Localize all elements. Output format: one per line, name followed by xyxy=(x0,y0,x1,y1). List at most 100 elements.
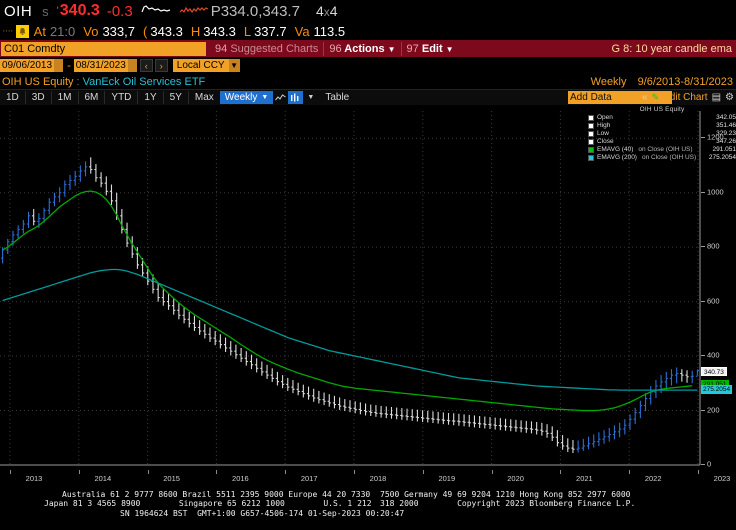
x-axis-label: 2022 xyxy=(644,474,662,483)
legend-series-value: 291.051 xyxy=(712,146,736,153)
legend-series-value: 351.46 xyxy=(716,122,736,129)
sparkline-red-icon xyxy=(179,3,209,20)
screen-title: G 8: 10 year candle ema xyxy=(611,42,732,55)
legend-swatch-icon xyxy=(588,147,594,153)
table-view-button[interactable]: Table xyxy=(325,92,350,103)
volume-value: 333,7 xyxy=(102,23,135,39)
x-axis-label: 2019 xyxy=(438,474,456,483)
open-marker: ( xyxy=(143,23,148,39)
y-axis: 020040060080010001200340.73291.051275.20… xyxy=(700,104,736,470)
footer-line-4: 318 2000 Copyright 2023 Bloomberg Financ… xyxy=(380,499,636,508)
command-bar: C01 Comdty 94 Suggested Charts 96 Action… xyxy=(0,40,736,57)
date-range-bar: 09/06/2013 - 08/31/2023 ‹ › Local CCY ▼ xyxy=(0,57,736,74)
legend-series-value: 275.2054 xyxy=(708,154,736,161)
security-ticker[interactable]: OIH xyxy=(4,2,33,20)
last-price-tag: 340.73 xyxy=(701,366,727,376)
export-icon[interactable]: ▤ xyxy=(711,92,722,103)
legend-series-name: High xyxy=(597,122,611,129)
legend-series-name: Open xyxy=(597,114,613,121)
period-6m[interactable]: 6M xyxy=(77,91,105,104)
line-chart-icon[interactable] xyxy=(273,91,288,104)
legend-swatch-icon xyxy=(588,115,594,121)
period-max[interactable]: Max xyxy=(187,91,220,104)
gear-icon[interactable]: ⚙ xyxy=(725,92,734,103)
at-value: 21:0 xyxy=(49,23,76,39)
x-axis-label: 2021 xyxy=(576,474,593,483)
legend-series-value: 342.05 xyxy=(716,114,736,121)
sparkline-white-icon xyxy=(141,3,171,20)
alert-bell-icon[interactable] xyxy=(14,23,30,39)
period-1y[interactable]: 1Y xyxy=(137,91,162,104)
y-axis-tick xyxy=(701,137,705,139)
chart-legend: OIH US Equity Open 342.05 High 351.46 Low 329… xyxy=(588,106,736,162)
low-value: 337.7 xyxy=(254,23,287,39)
legend-series-source: on Close (OIH US) xyxy=(641,154,697,161)
y-axis-label: 0 xyxy=(707,459,712,469)
footer-line-3: 7500 Germany 49 69 9204 1210 Hong Kong 8… xyxy=(380,490,631,499)
quote-size: 4x4 xyxy=(315,3,338,19)
chart-frequency: Weekly xyxy=(590,75,627,88)
pencil-icon[interactable]: ✎ xyxy=(651,92,660,102)
toolbar-right-group: « ✎ Edit Chart ▤ ⚙ xyxy=(642,92,734,103)
low-marker: L xyxy=(243,23,252,39)
start-date-calendar-icon[interactable] xyxy=(54,59,64,72)
command-input[interactable]: C01 Comdty xyxy=(1,41,206,56)
security-ticker-label: OIH US Equity xyxy=(2,75,74,88)
x-axis-label: 2020 xyxy=(507,474,524,483)
y-axis-tick xyxy=(701,409,705,411)
edit-chart-button[interactable]: Edit Chart xyxy=(663,92,708,103)
x-axis-tick xyxy=(698,470,699,474)
x-axis-tick xyxy=(422,470,424,474)
currency-selector[interactable]: Local CCY xyxy=(172,59,229,72)
period-ytd[interactable]: YTD xyxy=(104,91,137,104)
y-axis-tick xyxy=(701,300,705,302)
interval-selector[interactable]: Weekly ▼ xyxy=(219,91,274,104)
prev-period-button[interactable]: ‹ xyxy=(139,59,153,72)
y-axis-label: 200 xyxy=(707,405,720,415)
x-axis-label: 2018 xyxy=(369,474,387,483)
suggested-charts-button[interactable]: 94 Suggested Charts xyxy=(215,42,319,55)
period-1m[interactable]: 1M xyxy=(50,91,78,104)
divider-2 xyxy=(400,41,402,56)
legend-series-name: EMAVG (40) xyxy=(597,146,634,153)
x-axis-tick xyxy=(78,470,80,474)
volume-label: Vo xyxy=(83,23,99,39)
x-axis-label: 2016 xyxy=(232,474,249,483)
y-axis-label: 1200 xyxy=(707,132,724,142)
date-separator: - xyxy=(67,59,71,72)
footer-line-2: Japan 81 3 4565 8900 Singapore 65 6212 1… xyxy=(44,499,372,508)
currency-chevron-down-icon[interactable]: ▼ xyxy=(228,59,240,72)
end-date-calendar-icon[interactable] xyxy=(127,59,137,72)
chart-date-range: 9/6/2013-8/31/2023 xyxy=(637,75,733,88)
y-axis-tick xyxy=(701,464,705,465)
legend-swatch-icon xyxy=(588,155,594,161)
price-chart[interactable]: OIH US Equity Open 342.05 High 351.46 Low 329… xyxy=(0,105,736,471)
collapse-chevron-icon[interactable]: « xyxy=(642,92,648,103)
bar-chart-icon[interactable] xyxy=(288,91,304,104)
period-5y[interactable]: 5Y xyxy=(162,91,188,104)
legend-series-value: 329.23 xyxy=(716,130,736,137)
legend-swatch-icon xyxy=(588,139,594,145)
x-axis-label: 2014 xyxy=(94,474,112,483)
y-axis-tick xyxy=(701,191,705,193)
chart-type-chevron-icon[interactable]: ▼ xyxy=(307,94,315,101)
period-3d[interactable]: 3D xyxy=(24,91,51,104)
actions-menu-button[interactable]: 96 Actions ▼ xyxy=(329,42,396,55)
divider-1 xyxy=(323,41,325,56)
next-period-button[interactable]: › xyxy=(154,59,168,72)
x-axis-tick xyxy=(629,470,631,474)
leading-dots: ···· xyxy=(2,25,14,37)
add-data-input[interactable]: Add Data xyxy=(568,91,672,104)
footer-line-1: Australia 61 2 9777 8600 Brazil 5511 239… xyxy=(62,490,371,499)
x-axis-label: 2013 xyxy=(25,474,43,483)
end-date-input[interactable]: 08/31/2023 xyxy=(73,59,128,72)
edit-menu-button[interactable]: 97 Edit ▼ xyxy=(406,42,454,55)
legend-row: High 351.46 xyxy=(588,122,736,130)
x-axis-tick xyxy=(147,470,149,474)
period-1d[interactable]: 1D xyxy=(6,92,19,103)
y-axis-tick xyxy=(701,355,705,357)
start-date-input[interactable]: 09/06/2013 xyxy=(0,59,55,72)
legend-series-name: EMAVG (200) xyxy=(597,154,637,161)
x-axis-tick xyxy=(216,470,218,474)
legend-series-source: on Close (OIH US) xyxy=(638,146,693,153)
